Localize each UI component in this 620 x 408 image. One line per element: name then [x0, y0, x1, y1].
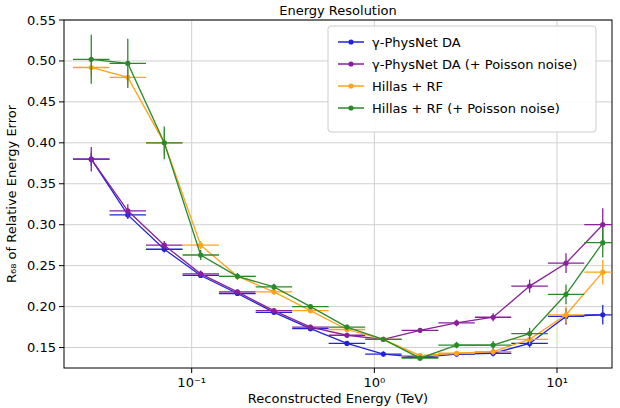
data-point: [308, 304, 313, 309]
data-point: [89, 157, 94, 162]
y-grid-line: [64, 265, 612, 266]
y-grid-line: [64, 306, 612, 307]
data-point: [89, 57, 94, 62]
data-point: [491, 342, 496, 347]
data-point: [162, 243, 167, 248]
data-point: [600, 312, 605, 317]
y-tick-label: 0.20: [27, 299, 56, 314]
x-tick: [374, 368, 375, 373]
data-point: [454, 351, 459, 356]
data-point: [563, 292, 568, 297]
chart: 10⁻¹ 10⁰ 10¹ 0.15 0.20 0.25 0.30 0.35 0.40 0.45 0.…: [0, 0, 620, 408]
y-tick: [59, 347, 64, 348]
y-tick-label: 0.25: [27, 258, 56, 273]
data-point: [89, 157, 94, 162]
y-grid-line: [64, 183, 612, 184]
data-point: [125, 61, 130, 66]
y-tick: [59, 265, 64, 266]
data-point: [454, 342, 459, 347]
y-tick: [59, 306, 64, 307]
x-tick: [557, 368, 558, 373]
x-error-bar: [584, 224, 612, 225]
data-point: [417, 328, 422, 333]
y-tick: [59, 142, 64, 143]
y-tick: [59, 101, 64, 102]
y-tick: [59, 60, 64, 61]
y-tick-label: 0.40: [27, 135, 56, 150]
data-point: [381, 351, 386, 356]
legend-label: γ-PhysNet DA: [372, 35, 461, 50]
series-line: [91, 159, 602, 339]
data-point: [454, 320, 459, 325]
y-tick-label: 0.30: [27, 217, 56, 232]
x-tick-label: 10⁻¹: [177, 375, 206, 390]
x-grid-line: [191, 20, 192, 368]
y-tick: [59, 224, 64, 225]
data-point: [600, 240, 605, 245]
data-point: [198, 252, 203, 257]
data-point: [344, 341, 349, 346]
legend-marker: [348, 83, 353, 88]
data-point: [417, 356, 422, 361]
data-point: [162, 140, 167, 145]
x-tick-label: 10¹: [546, 375, 568, 390]
x-error-bar: [584, 242, 612, 243]
y-tick: [59, 183, 64, 184]
y-grid-line: [64, 224, 612, 225]
data-point: [271, 308, 276, 313]
legend-label: Hillas + RF (+ Poisson noise): [372, 101, 560, 116]
data-point: [381, 337, 386, 342]
data-point: [381, 337, 386, 342]
x-error-bar: [584, 272, 612, 273]
y-tick-label: 0.55: [27, 13, 56, 28]
data-point: [198, 243, 203, 248]
data-point: [600, 222, 605, 227]
data-point: [600, 270, 605, 275]
data-point: [271, 284, 276, 289]
data-point: [235, 289, 240, 294]
data-point: [491, 349, 496, 354]
y-tick-label: 0.15: [27, 340, 56, 355]
y-tick: [59, 20, 64, 21]
data-point: [563, 312, 568, 317]
legend-label: Hillas + RF: [372, 79, 443, 94]
x-error-bar: [584, 314, 612, 315]
data-point: [491, 315, 496, 320]
data-point: [235, 274, 240, 279]
series-line: [91, 159, 602, 357]
legend: γ-PhysNet DA γ-PhysNet DA (+ Poisson nois…: [328, 26, 596, 132]
data-point: [563, 261, 568, 266]
data-point: [454, 351, 459, 356]
x-tick: [191, 368, 192, 373]
data-point: [344, 333, 349, 338]
y-tick-label: 0.45: [27, 94, 56, 109]
legend-marker: [348, 39, 353, 44]
title: Energy Resolution: [279, 3, 397, 18]
data-point: [381, 337, 386, 342]
x-tick-label: 10⁰: [363, 375, 385, 390]
data-point: [162, 140, 167, 145]
data-point: [198, 271, 203, 276]
legend-marker: [348, 61, 353, 66]
x-axis-label: Reconstructed Energy (TeV): [248, 391, 428, 406]
data-point: [527, 284, 532, 289]
plot-frame: [64, 20, 612, 368]
data-point: [125, 208, 130, 213]
y-grid-line: [64, 142, 612, 143]
data-point: [344, 324, 349, 329]
data-point: [308, 324, 313, 329]
y-tick-label: 0.35: [27, 176, 56, 191]
data-point: [527, 331, 532, 336]
y-tick-label: 0.50: [27, 53, 56, 68]
y-axis-label: R₆₈ of Relative Energy Error: [4, 104, 19, 283]
legend-marker: [348, 105, 353, 110]
legend-box: [328, 26, 596, 132]
data-point: [235, 274, 240, 279]
legend-label: γ-PhysNet DA (+ Poisson noise): [372, 57, 577, 72]
